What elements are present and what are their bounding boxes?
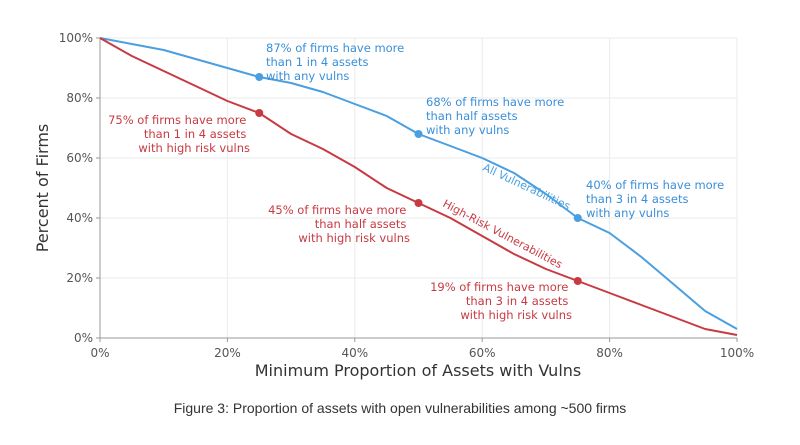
figure-caption: Figure 3: Proportion of assets with open… [173,400,627,416]
highlight-point-all [414,130,423,138]
y-tick-label: 80% [66,91,93,105]
x-tick-label: 80% [596,346,623,360]
axes [99,38,737,339]
x-tick-label: 100% [720,346,754,360]
x-tick-label: 40% [341,346,368,360]
annotation-line: 19% of firms have more [430,280,568,294]
annotation-line: 68% of firms have more [426,95,564,109]
annotation-line: 75% of firms have more [108,113,246,127]
x-tick-label: 0% [90,346,109,360]
annotation-line: with any vulns [426,123,509,137]
annotation-high-75: 19% of firms have more than 3 in 4 asset… [430,280,572,322]
highlight-point-high-risk [255,109,264,117]
annotation-line: than 1 in 4 assets [266,55,368,69]
y-tick-label: 0% [74,331,93,345]
annotation-line: than 3 in 4 assets [586,192,688,206]
annotation-all-75: 40% of firms have more than 3 in 4 asset… [586,178,728,220]
annotation-line: 45% of firms have more [268,203,406,217]
annotation-high-25: 75% of firms have more than 1 in 4 asset… [108,113,250,155]
highlight-point-all [573,214,582,222]
annotation-line: than half assets [315,217,407,231]
x-axis-title: Minimum Proportion of Assets with Vulns [255,361,582,380]
annotation-all-25: 87% of firms have more than 1 in 4 asset… [266,41,408,83]
plot-area [100,38,737,338]
highlight-points [255,73,582,285]
annotation-line: than half assets [426,109,518,123]
ticks: 0% 20% 40% 60% 80% 100% 0% 20% 40% 60% 80% 100% [59,31,754,360]
annotation-line: than 1 in 4 assets [144,127,246,141]
annotation-all-50: 68% of firms have more than half assets … [426,95,568,137]
annotation-line: than 3 in 4 assets [466,294,568,308]
annotation-line: with high risk vulns [298,231,410,245]
annotation-line: 87% of firms have more [266,41,404,55]
chart: 0% 20% 40% 60% 80% 100%0%20%40%60%80%100% All… [33,31,754,380]
x-tick-label: 20% [214,346,241,360]
highlight-point-high-risk [573,277,582,285]
annotation-line: with high risk vulns [460,308,572,322]
highlight-point-all [255,73,264,81]
highlight-point-high-risk [414,199,423,207]
annotation-line: 40% of firms have more [586,178,724,192]
y-tick-label: 20% [66,271,93,285]
annotation-line: with any vulns [586,206,669,220]
y-tick-label: 60% [66,151,93,165]
annotation-line: with high risk vulns [138,141,250,155]
annotation-high-50: 45% of firms have more than half assets … [268,203,410,245]
y-tick-label: 100% [59,31,93,45]
annotation-line: with any vulns [266,69,349,83]
y-tick-label: 40% [66,211,93,225]
x-tick-label: 60% [469,346,496,360]
y-axis-title: Percent of Firms [33,124,52,253]
